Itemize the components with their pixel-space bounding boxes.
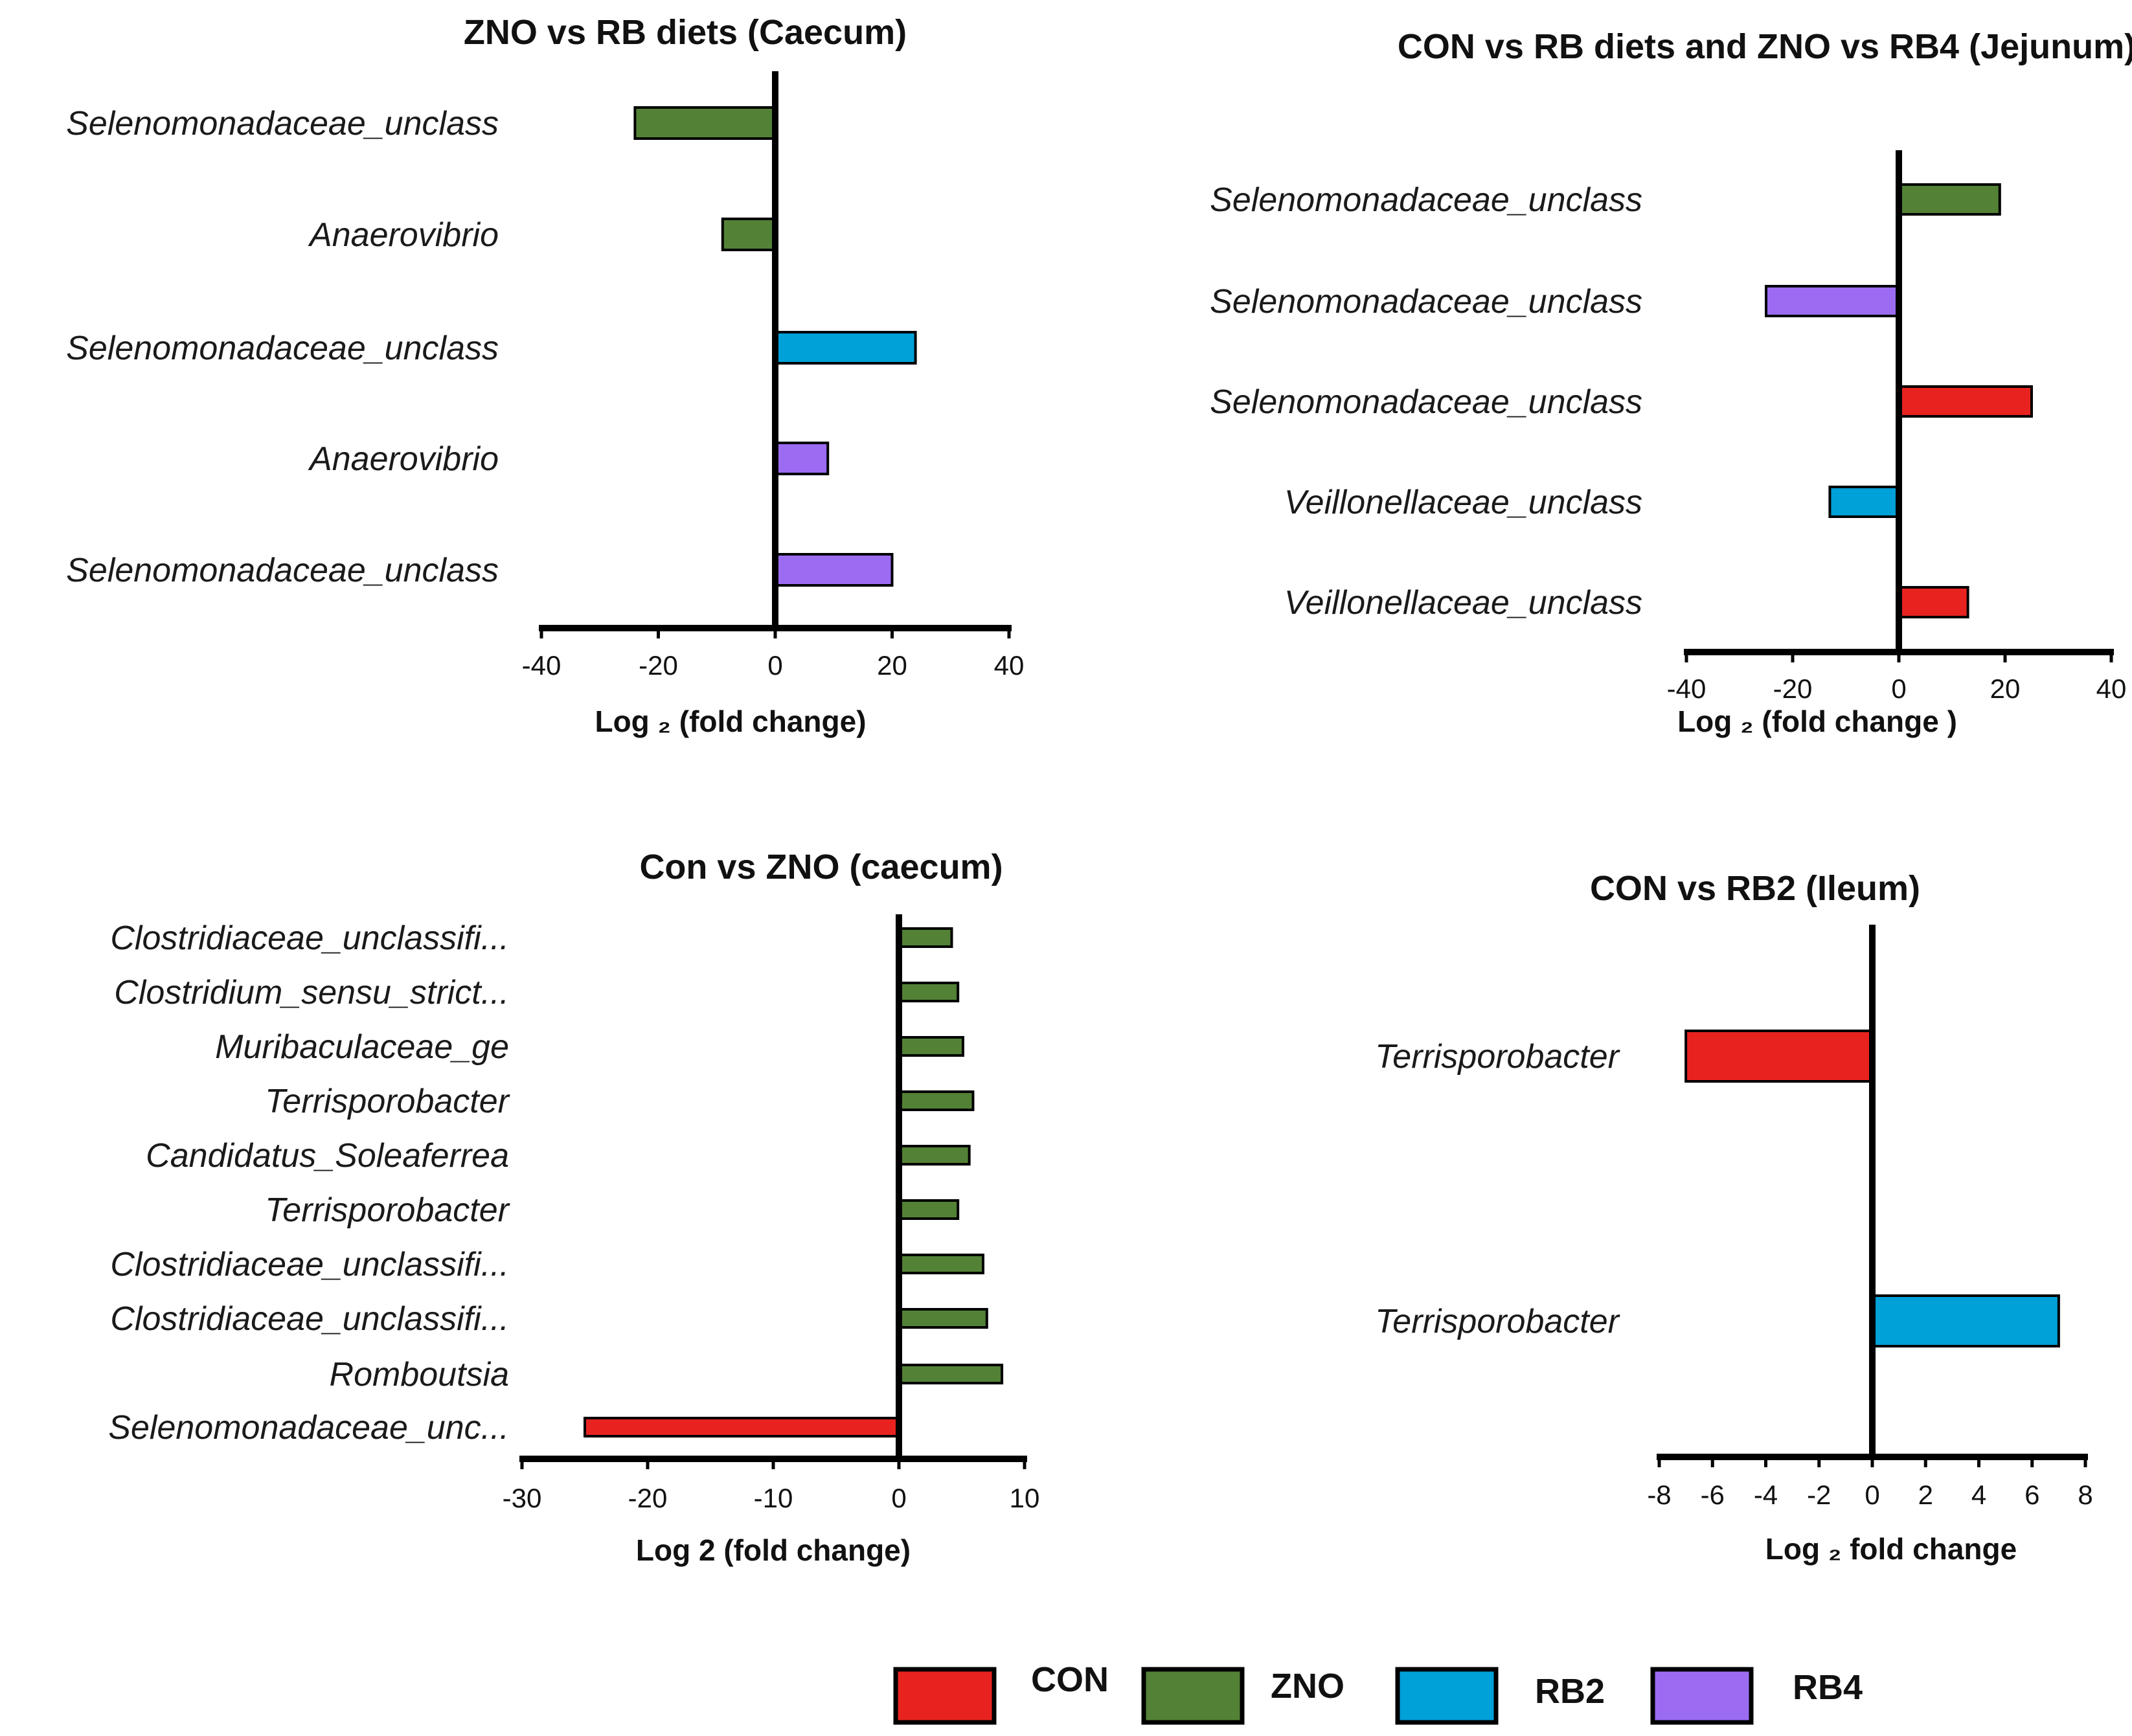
x-tick-label: -8: [1647, 1480, 1671, 1510]
legend-label: ZNO: [1271, 1667, 1344, 1706]
x-axis-label: Log ₂ fold change: [1765, 1532, 2017, 1566]
chart-title: CON vs RB2 (Ileum): [1590, 869, 1920, 908]
category-label: Selenomonadaceae_unclass: [66, 552, 499, 589]
x-tick-label: 8: [2078, 1480, 2092, 1510]
bar-zno: [721, 218, 777, 251]
category-label: Clostridiaceae_unclassifi...: [110, 919, 509, 957]
category-label: Terrisporobacter: [265, 1083, 510, 1120]
legend-label: RB2: [1535, 1672, 1605, 1711]
x-tick-label: -20: [628, 1483, 668, 1513]
x-tick-label: 2: [1918, 1480, 1933, 1510]
legend-item-rb2: RB2: [1395, 1667, 1605, 1725]
legend-item-rb4: RB4: [1650, 1667, 1863, 1725]
category-label: Selenomonadaceae_unclass: [1210, 283, 1642, 321]
legend-swatch: [1141, 1667, 1245, 1725]
bar-zno: [898, 1254, 984, 1274]
chart-jejunum: CON vs RB diets and ZNO vs RB4 (Jejunum)…: [1210, 27, 2132, 738]
chart-title: Con vs ZNO (caecum): [639, 848, 1003, 886]
category-label: Muribaculaceae_ge: [215, 1028, 509, 1066]
x-axis-label: Log ₂ (fold change ): [1677, 705, 1957, 738]
x-tick-label: 0: [767, 650, 782, 681]
x-tick-label: 0: [1865, 1480, 1879, 1510]
bar-rb4: [774, 442, 830, 475]
legend-swatch: [1395, 1667, 1499, 1725]
legend-swatch: [893, 1667, 997, 1725]
category-label: Terrisporobacter: [265, 1191, 510, 1229]
x-tick-label: 6: [2024, 1480, 2039, 1510]
legend-item-zno: ZNO: [1141, 1667, 1344, 1725]
x-tick-label: 20: [1990, 673, 2021, 704]
legend-swatch: [1650, 1667, 1754, 1725]
bar-zno: [1898, 183, 2001, 216]
category-label: Clostridiaceae_unclassifi...: [110, 1246, 509, 1283]
x-tick-label: 0: [891, 1483, 906, 1513]
x-tick-label: 10: [1010, 1483, 1040, 1513]
chart-ileum: CON vs RB2 (Ileum) Terrisporobacter Terris…: [1375, 869, 2092, 1566]
bar-con: [1898, 385, 2033, 418]
bar-zno: [898, 1308, 988, 1329]
bar-con: [1898, 586, 1969, 618]
category-label: Terrisporobacter: [1375, 1038, 1620, 1076]
category-label: Candidatus_Soleaferrea: [146, 1137, 509, 1175]
category-label: Selenomonadaceae_unclass: [1210, 181, 1642, 219]
x-tick-label: 4: [1971, 1480, 1986, 1510]
x-tick-label: -4: [1754, 1480, 1778, 1510]
bar-rb2: [1828, 486, 1900, 518]
bar-con: [584, 1417, 900, 1437]
legend: CON ZNO RB2 RB4: [893, 1660, 1863, 1725]
category-label: Selenomonadaceae_unc...: [108, 1409, 509, 1447]
chart-caecum-rb: ZNO vs RB diets (Caecum) Selenomonadaceae…: [66, 13, 1024, 738]
category-label: Anaerovibrio: [308, 440, 499, 478]
chart-caecum-zno: Con vs ZNO (caecum) Clostridiaceae_unclas…: [108, 848, 1039, 1567]
category-label: Selenomonadaceae_unclass: [1210, 383, 1642, 421]
category-label: Terrisporobacter: [1375, 1303, 1620, 1340]
x-tick-label: 20: [877, 650, 907, 681]
bar-zno: [898, 1145, 971, 1166]
x-tick-label: 0: [1891, 673, 1906, 704]
bar-zno: [898, 927, 953, 948]
x-tick-label: 40: [2096, 673, 2127, 704]
bar-zno: [898, 1036, 964, 1057]
x-axis-label: Log 2 (fold change): [636, 1533, 911, 1567]
legend-item-con: CON: [893, 1660, 1109, 1725]
bar-rb2: [1871, 1294, 2060, 1347]
chart-title: CON vs RB diets and ZNO vs RB4 (Jejunum): [1398, 27, 2132, 66]
bar-zno: [633, 106, 777, 140]
category-label: Veillonellaceae_unclass: [1284, 584, 1642, 622]
x-tick-label: -10: [754, 1483, 793, 1513]
category-label: Anaerovibrio: [308, 216, 499, 254]
x-tick-label: -20: [639, 650, 678, 681]
category-label: Selenomonadaceae_unclass: [66, 105, 499, 142]
bar-rb4: [1765, 285, 1900, 317]
bar-zno: [898, 1090, 975, 1111]
x-tick-label: -40: [1667, 673, 1707, 704]
category-label: Clostridiaceae_unclassifi...: [110, 1300, 509, 1338]
x-tick-label: -6: [1701, 1480, 1725, 1510]
category-label: Selenomonadaceae_unclass: [66, 330, 499, 367]
x-axis-label: Log ₂ (fold change): [595, 705, 866, 738]
chart-title: ZNO vs RB diets (Caecum): [464, 13, 907, 52]
x-tick-label: -20: [1773, 673, 1813, 704]
bar-zno: [898, 1199, 960, 1220]
category-label: Clostridium_sensu_strict...: [114, 974, 509, 1011]
bar-rb2: [774, 331, 917, 365]
x-tick-label: 40: [994, 650, 1025, 681]
legend-label: RB4: [1793, 1668, 1863, 1707]
x-tick-label: -2: [1807, 1480, 1831, 1510]
category-label: Romboutsia: [330, 1356, 509, 1393]
legend-label: CON: [1031, 1660, 1109, 1699]
category-label: Veillonellaceae_unclass: [1284, 484, 1642, 521]
bar-con: [1684, 1030, 1874, 1083]
bar-zno: [898, 1364, 1004, 1384]
x-tick-label: -40: [522, 650, 561, 681]
bar-rb4: [774, 553, 894, 587]
bar-zno: [898, 982, 960, 1002]
x-tick-label: -30: [503, 1483, 542, 1513]
